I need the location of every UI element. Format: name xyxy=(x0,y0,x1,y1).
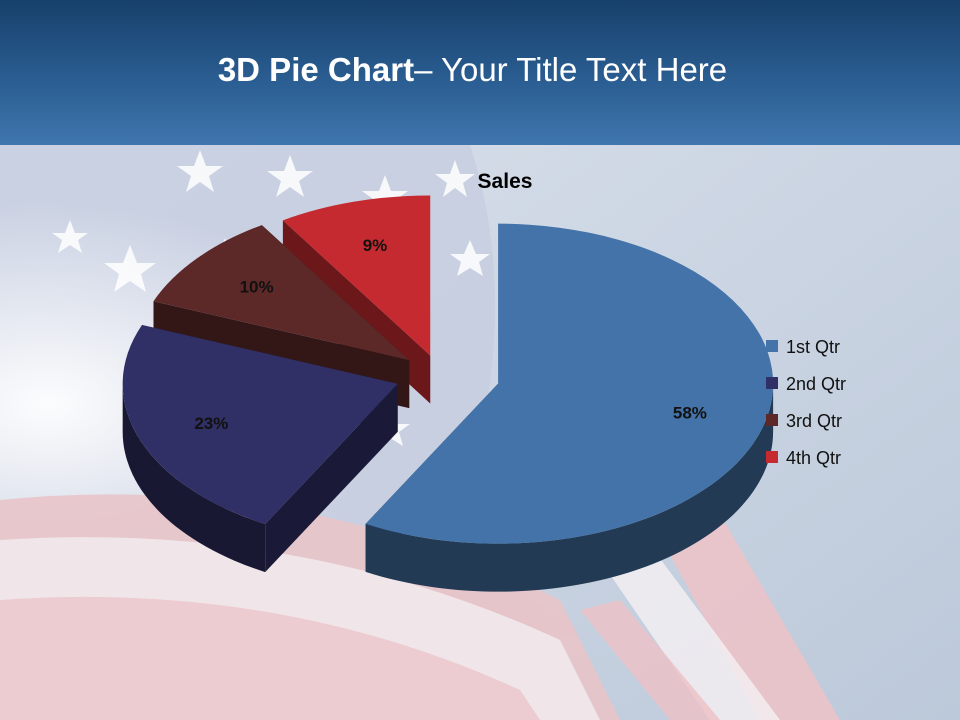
data-label: 10% xyxy=(240,278,274,297)
title-bar: 3D Pie Chart– Your Title Text Here xyxy=(0,0,960,145)
legend-item: 1st Qtr xyxy=(766,337,840,357)
legend: 1st Qtr 2nd Qtr 3rd Qtr 4th Qtr xyxy=(766,337,846,468)
pie-slice-top xyxy=(122,324,398,525)
pie-slice-top xyxy=(282,195,431,356)
legend-swatch xyxy=(766,340,778,352)
legend-item: 2nd Qtr xyxy=(766,374,846,394)
legend-swatch xyxy=(766,414,778,426)
legend-label: 1st Qtr xyxy=(786,337,840,357)
legend-item: 4th Qtr xyxy=(766,448,841,468)
data-label: 58% xyxy=(673,403,707,422)
slide-title-bold: 3D Pie Chart xyxy=(217,51,415,88)
legend-label: 4th Qtr xyxy=(786,448,841,468)
chart-title: Sales xyxy=(478,170,533,193)
slide-title-rest: – Your Title Text Here xyxy=(414,51,728,88)
pie-slice-top xyxy=(365,223,774,544)
pie-slice-2: 23% xyxy=(122,324,398,573)
pie-slice-wall xyxy=(265,383,398,573)
legend-swatch xyxy=(766,451,778,463)
pie-slice-side xyxy=(365,383,774,592)
legend-label: 3rd Qtr xyxy=(786,411,842,431)
pie-slice-side xyxy=(122,383,266,573)
pie-slice-top xyxy=(153,225,410,361)
legend-item: 3rd Qtr xyxy=(766,411,842,431)
pie-slice-1: 58% xyxy=(365,223,774,592)
data-label: 23% xyxy=(194,414,228,433)
slide-title: 3D Pie Chart– Your Title Text Here xyxy=(0,50,945,90)
legend-swatch xyxy=(766,377,778,389)
pie-group: 9% 10% 58% 23% xyxy=(122,195,774,592)
data-label: 9% xyxy=(363,236,388,255)
legend-label: 2nd Qtr xyxy=(786,374,846,394)
